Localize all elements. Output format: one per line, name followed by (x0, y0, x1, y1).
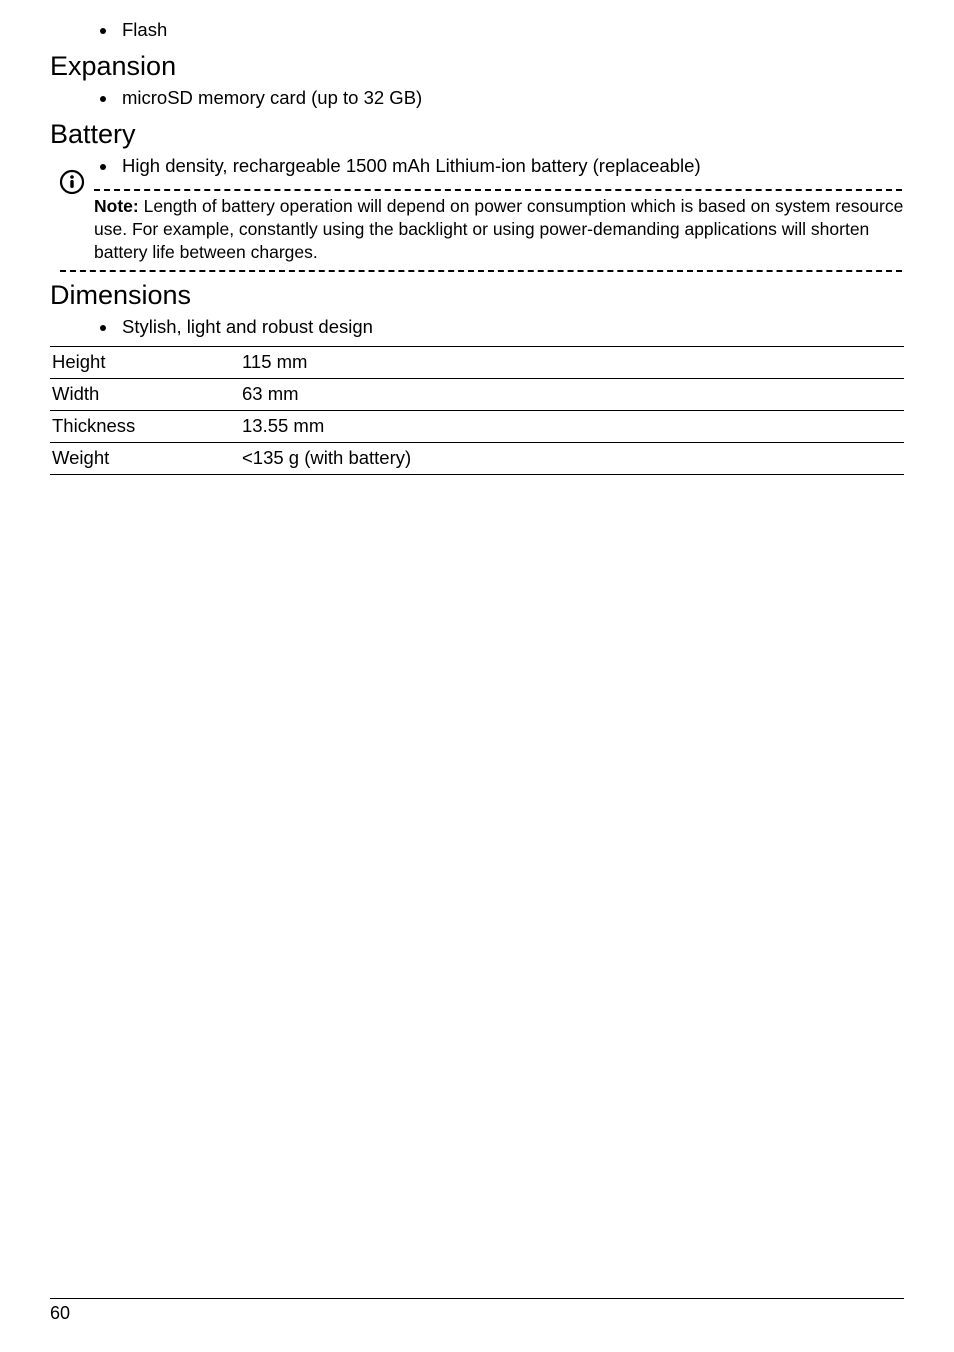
cell-value: 13.55 mm (242, 411, 904, 443)
page-footer: 60 (50, 1298, 904, 1324)
list-item: microSD memory card (up to 32 GB) (118, 86, 904, 111)
heading-battery: Battery (50, 119, 904, 150)
cell-key: Thickness (50, 411, 242, 443)
table-row: Height 115 mm (50, 347, 904, 379)
orphan-bullet-list: Flash (50, 18, 904, 43)
page-number: 60 (50, 1303, 70, 1323)
cell-key: Width (50, 379, 242, 411)
table-row: Width 63 mm (50, 379, 904, 411)
note-block: Note: Length of battery operation will d… (50, 185, 904, 272)
expansion-list: microSD memory card (up to 32 GB) (50, 86, 904, 111)
table-row: Thickness 13.55 mm (50, 411, 904, 443)
dimensions-list: Stylish, light and robust design (50, 315, 904, 340)
table-row: Weight <135 g (with battery) (50, 443, 904, 475)
cell-value: 115 mm (242, 347, 904, 379)
cell-value: <135 g (with battery) (242, 443, 904, 475)
note-text: Note: Length of battery operation will d… (94, 191, 904, 264)
note-content: Length of battery operation will depend … (94, 196, 903, 262)
cell-key: Weight (50, 443, 242, 475)
list-item: Stylish, light and robust design (118, 315, 904, 340)
heading-expansion: Expansion (50, 51, 904, 82)
list-item: Flash (118, 18, 904, 43)
note-body: Note: Length of battery operation will d… (50, 185, 904, 270)
note-bottom-rule (60, 270, 902, 272)
list-item: High density, rechargeable 1500 mAh Lith… (118, 154, 904, 179)
warning-icon (50, 169, 94, 195)
page: Flash Expansion microSD memory card (up … (0, 0, 954, 1352)
cell-value: 63 mm (242, 379, 904, 411)
note-label: Note: (94, 196, 139, 216)
dimensions-table: Height 115 mm Width 63 mm Thickness 13.5… (50, 346, 904, 475)
cell-key: Height (50, 347, 242, 379)
note-right: Note: Length of battery operation will d… (94, 189, 904, 264)
battery-list: High density, rechargeable 1500 mAh Lith… (50, 154, 904, 179)
heading-dimensions: Dimensions (50, 280, 904, 311)
